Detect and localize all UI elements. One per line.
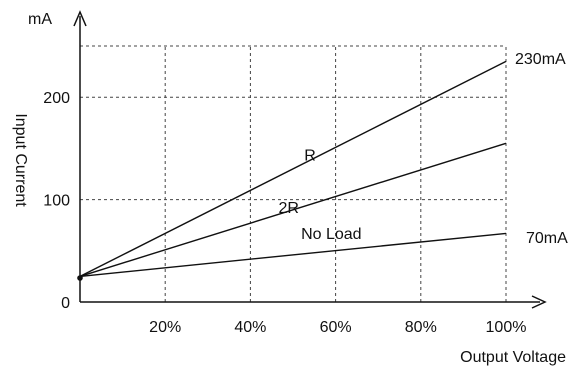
y-tick-label-1: 100 <box>43 193 70 210</box>
series-line-0 <box>79 60 507 278</box>
x-tick-label-4: 100% <box>486 319 527 336</box>
series-line-1 <box>79 142 507 278</box>
y-axis-title: Input Current <box>12 113 29 207</box>
x-tick-label-0: 20% <box>149 319 181 336</box>
series-label-2: No Load <box>301 226 362 243</box>
x-axis-arrow <box>531 295 547 309</box>
series-lines <box>79 60 507 278</box>
origin-point <box>77 275 83 281</box>
x-tick-label-3: 80% <box>405 319 437 336</box>
x-tick-label-1: 40% <box>234 319 266 336</box>
grid <box>80 45 507 302</box>
y-unit-label: mA <box>28 11 52 28</box>
series-label-0: R <box>304 147 316 164</box>
y-tick-label-2: 200 <box>43 90 70 107</box>
y-tick-label-0: 0 <box>61 295 70 312</box>
series-label-1: 2R <box>279 200 299 217</box>
x-axis-title: Output Voltage <box>460 349 566 366</box>
x-tick-label-2: 60% <box>320 319 352 336</box>
annotation-230ma: 230mA <box>515 51 566 68</box>
y-axis-arrow <box>73 10 87 27</box>
annotation-70ma: 70mA <box>526 230 568 247</box>
series-line-2 <box>79 232 507 278</box>
